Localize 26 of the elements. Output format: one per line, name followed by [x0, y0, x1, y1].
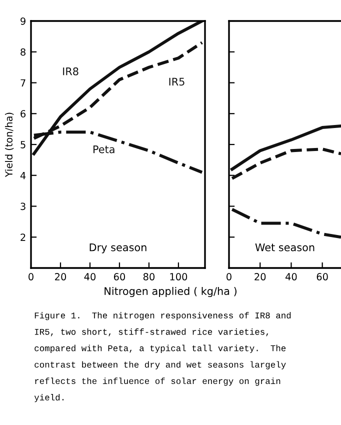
- x-tick-label: 80: [143, 273, 155, 280]
- x-tick-label: 40: [286, 273, 297, 280]
- x-axis-title: Nitrogen applied ( kg/ha ): [104, 286, 236, 298]
- x-tick-label: 20: [254, 273, 266, 280]
- x-tick-label: 100: [170, 273, 188, 280]
- y-tick-label: 8: [20, 48, 26, 56]
- series-label: IR8: [63, 67, 78, 76]
- caption: Figure 1. The nitrogen responsiveness of IR8 and IR5, two short, stiff-strawed rice varieties, compared with Peta, a typical tall variety. The contrast between the dry and wet seasons largely reflects the influence of solar energy on grain yield.: [34, 312, 291, 402]
- y-tick-label: 7: [20, 79, 26, 86]
- x-tick-label: 20: [55, 273, 66, 280]
- series-label: IR5: [169, 78, 184, 86]
- y-tick-label: 9: [20, 17, 26, 25]
- y-tick-label: 2: [20, 234, 26, 241]
- annotation: Wet season: [255, 244, 314, 252]
- x-tick-label: 60: [114, 273, 126, 280]
- x-tick-label: 0: [28, 273, 34, 280]
- x-tick-label: 40: [84, 273, 96, 280]
- y-tick-label: 3: [20, 202, 26, 210]
- y-axis-title: Yield (ton/ha): [4, 112, 14, 178]
- x-tick-label: 60: [316, 273, 328, 280]
- y-tick-label: 6: [20, 110, 26, 118]
- annotation: Dry season: [90, 244, 146, 254]
- y-tick-label: 5: [20, 141, 26, 148]
- series-label: Peta: [94, 145, 114, 154]
- x-tick-label: 0: [226, 273, 232, 280]
- y-tick-label: 4: [20, 172, 26, 180]
